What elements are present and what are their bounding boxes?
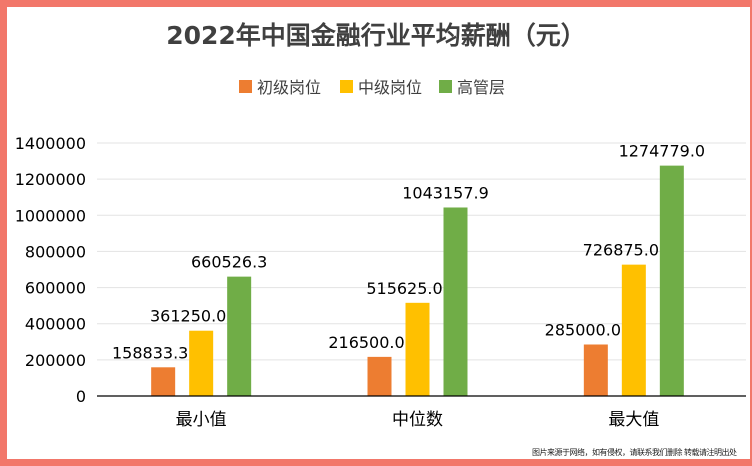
data-label: 515625.0: [366, 279, 442, 298]
data-label: 285000.0: [545, 320, 621, 339]
legend-swatch: [239, 80, 252, 93]
x-axis: 最小值 中位数 最大值: [97, 395, 746, 430]
data-label: 1274779.0: [619, 142, 706, 161]
legend-swatch: [340, 80, 353, 93]
y-tick-label: 800000: [25, 242, 86, 261]
bar: [659, 165, 684, 396]
bar: [189, 330, 214, 396]
bar: [583, 344, 608, 396]
bar: [367, 356, 392, 396]
footnote: 图片来源于网络，如有侵权，请联系我们删除 转载请注明出处: [532, 448, 737, 457]
y-tick-label: 1400000: [15, 134, 86, 153]
y-tick-label: 0: [76, 387, 86, 406]
data-labels: 158833.3 361250.0 660526.3 216500.0 515625.0…: [112, 142, 705, 363]
data-label: 660526.3: [191, 253, 267, 272]
chart-title: 2022年中国金融行业平均薪酬（元）: [166, 21, 586, 50]
y-axis: 0 200000 400000 600000 800000 1000000 1200000 1…: [15, 134, 86, 406]
y-tick-label: 600000: [25, 279, 86, 298]
x-tick-label: 最小值: [176, 410, 227, 430]
legend-swatch: [439, 80, 452, 93]
y-tick-label: 400000: [25, 315, 86, 334]
y-tick-label: 1200000: [15, 170, 86, 189]
bar: [443, 207, 468, 396]
data-label: 361250.0: [150, 307, 226, 326]
legend-label: 高管层: [457, 78, 505, 97]
x-tick-label: 中位数: [392, 410, 443, 430]
bar: [151, 367, 176, 396]
legend-label: 初级岗位: [257, 78, 321, 97]
bar: [621, 264, 646, 396]
legend-label: 中级岗位: [358, 78, 422, 97]
data-label: 726875.0: [583, 241, 659, 260]
bar: [227, 276, 252, 396]
data-label: 216500.0: [328, 333, 404, 352]
legend: 初级岗位 中级岗位 高管层: [239, 78, 505, 97]
data-label: 1043157.9: [402, 183, 489, 202]
bar: [405, 302, 430, 396]
y-tick-label: 1000000: [15, 206, 86, 225]
bars: [151, 165, 684, 396]
x-tick-label: 最大值: [608, 410, 659, 430]
data-label: 158833.3: [112, 343, 188, 362]
y-tick-label: 200000: [25, 351, 86, 370]
